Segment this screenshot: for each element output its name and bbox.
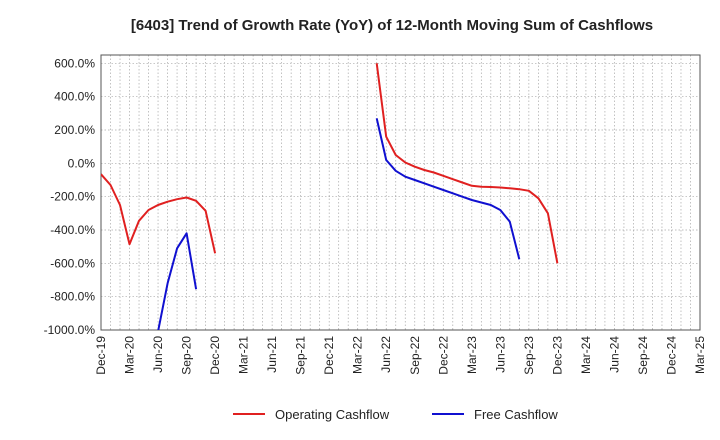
x-tick-label: Dec-21 [322, 336, 336, 375]
y-tick-label: 0.0% [68, 156, 96, 170]
x-tick-label: Mar-25 [693, 336, 707, 374]
y-tick-label: -400.0% [50, 223, 95, 237]
x-tick-label: Mar-20 [123, 336, 137, 374]
x-tick-label: Sep-24 [636, 336, 650, 375]
chart-title: [6403] Trend of Growth Rate (YoY) of 12-… [131, 17, 653, 34]
x-tick-label: Jun-23 [493, 336, 507, 373]
x-tick-label: Jun-24 [607, 336, 621, 373]
x-tick-label: Mar-22 [351, 336, 365, 374]
series-operating-cashflow [101, 63, 559, 264]
legend: Operating Cashflow Free Cashflow [233, 407, 558, 422]
legend-label: Operating Cashflow [275, 407, 390, 422]
x-tick-label: Dec-20 [208, 336, 222, 375]
series-line [375, 63, 559, 264]
y-tick-label: -200.0% [50, 190, 95, 204]
x-tick-label: Sep-22 [408, 336, 422, 375]
series-line [375, 118, 521, 260]
x-tick-label: Jun-20 [151, 336, 165, 373]
series-free-cashflow [157, 118, 521, 330]
x-tick-label: Jun-22 [379, 336, 393, 373]
x-tick-label: Dec-22 [436, 336, 450, 375]
plot-frame [100, 54, 701, 331]
y-tick-label: 600.0% [54, 56, 95, 70]
y-tick-label: 200.0% [54, 123, 95, 137]
x-tick-label: Sep-20 [180, 336, 194, 375]
x-tick-label: Jun-21 [265, 336, 279, 373]
x-tick-label: Dec-23 [550, 336, 564, 375]
x-tick-label: Sep-23 [522, 336, 536, 375]
y-tick-label: -1000.0% [44, 323, 96, 337]
y-tick-label: 400.0% [54, 90, 95, 104]
legend-label: Free Cashflow [474, 407, 558, 422]
x-tick-label: Mar-24 [579, 336, 593, 374]
series-line [101, 173, 217, 254]
x-tick-label: Sep-21 [294, 336, 308, 375]
series-line [157, 232, 198, 330]
x-tick-label: Dec-19 [94, 336, 108, 375]
x-tick-label: Mar-21 [237, 336, 251, 374]
x-tick-label: Dec-24 [664, 336, 678, 375]
x-tick-label: Mar-23 [465, 336, 479, 374]
plot-area: 600.0% 400.0% 200.0% 0.0% -200.0% -400.0% -600… [44, 54, 707, 375]
y-tick-label: -800.0% [50, 290, 95, 304]
y-tick-label: -600.0% [50, 256, 95, 270]
